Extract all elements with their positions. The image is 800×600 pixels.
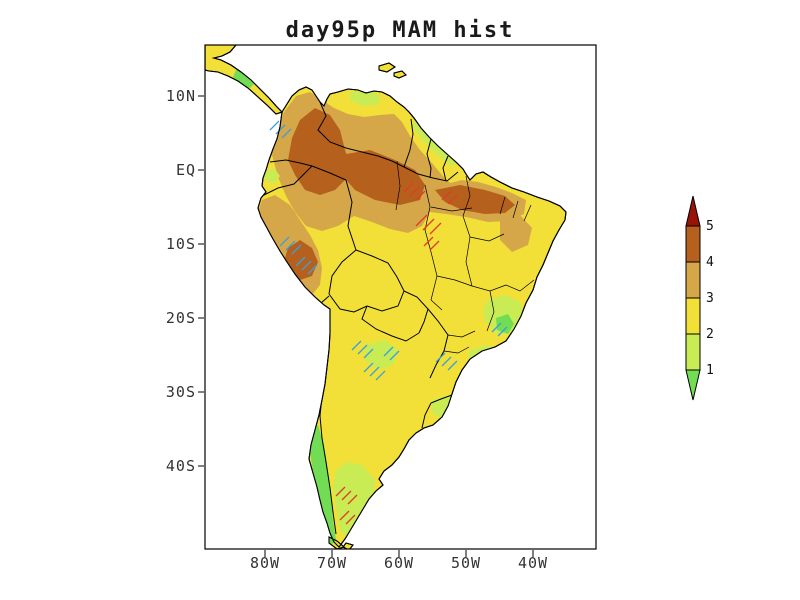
state-border-line — [443, 346, 470, 354]
x-axis-label-50W: 50W — [451, 554, 481, 572]
hatch-marks — [269, 120, 292, 139]
hatch-marks — [335, 486, 358, 505]
hatch-marks — [279, 236, 302, 255]
hatch-marks — [423, 236, 440, 251]
x-axis-label-70W: 70W — [317, 554, 347, 572]
colorbar-cap-below-1 — [685, 369, 701, 401]
axis-tick-marks — [198, 95, 534, 557]
contour-fills — [233, 70, 532, 546]
hatch-marks — [295, 256, 318, 275]
hatch-marks — [383, 346, 400, 361]
y-axis-label-10N: 10N — [166, 87, 196, 105]
map-area — [205, 45, 567, 549]
y-axis-label-10S: 10S — [166, 235, 196, 253]
plot-title: day95p MAM hist — [286, 18, 515, 43]
hatch-red-group — [335, 182, 458, 525]
state-border-line — [469, 233, 505, 242]
border-line — [320, 295, 330, 304]
hatch-marks — [351, 340, 374, 359]
state-borders — [395, 160, 535, 354]
fill-green-se-brazil — [483, 295, 525, 335]
border-line — [317, 101, 405, 168]
border-line — [442, 155, 449, 182]
state-border-line — [395, 160, 401, 211]
state-border-line — [486, 290, 495, 332]
fill-darkgreen-chile-strip — [308, 425, 336, 546]
state-border-line — [465, 236, 473, 287]
border-line — [328, 293, 368, 313]
colorbar-label-3: 3 — [706, 291, 714, 306]
x-axis-label-40W: 40W — [518, 554, 548, 572]
y-axis-label-30S: 30S — [166, 383, 196, 401]
colorbar-segment-3-4 — [685, 261, 701, 299]
fill-darkgreen-central-america — [233, 70, 256, 88]
border-line — [403, 166, 459, 182]
colorbar-segment-4-5 — [685, 225, 701, 263]
hatch-marks — [491, 322, 508, 337]
border-line — [328, 249, 357, 295]
colorbar-label-1: 1 — [706, 363, 714, 378]
fill-brown-colombia-amazon — [288, 108, 350, 195]
state-border-line — [430, 206, 473, 212]
colorbar-label-5: 5 — [706, 219, 714, 234]
fill-brown-ne-band — [435, 185, 515, 214]
map-frame — [204, 44, 597, 550]
hatch-marks — [403, 182, 426, 201]
fill-green-ecuador — [264, 168, 280, 184]
border-line — [403, 118, 414, 168]
fill-darkgreen-se-brazil — [496, 314, 514, 334]
fill-tan-ne-brazil — [500, 215, 532, 252]
fill-brown-amazon-band — [340, 150, 425, 205]
border-line — [355, 249, 405, 292]
colorbar-segment-2-3 — [685, 297, 701, 335]
border-line — [427, 308, 449, 379]
state-border-line — [424, 184, 432, 253]
state-border-line — [499, 196, 532, 222]
hatch-marks — [339, 510, 356, 525]
border-line — [421, 402, 432, 429]
fill-green-venezuela-coast — [350, 90, 380, 106]
x-axis-label-60W: 60W — [384, 554, 414, 572]
state-border-line — [462, 175, 471, 238]
state-border-line — [430, 299, 443, 311]
hatch-marks — [441, 190, 458, 205]
border-line — [366, 290, 405, 312]
hatch-marks — [435, 352, 458, 371]
border-line — [345, 179, 357, 251]
border-line — [426, 138, 432, 179]
hatch-blue-group — [269, 120, 508, 381]
fill-green-patagonia — [333, 462, 375, 540]
state-border-line — [505, 279, 535, 292]
border-line — [430, 394, 453, 404]
hatch-marks — [363, 362, 386, 381]
colorbar-label-4: 4 — [706, 255, 714, 270]
state-border-line — [436, 275, 473, 287]
colorbar-segment-1-2 — [685, 333, 701, 371]
border-line — [311, 165, 347, 181]
colorbar-label-2: 2 — [706, 327, 714, 342]
y-axis-label-40S: 40S — [166, 457, 196, 475]
x-axis-label-80W: 80W — [250, 554, 280, 572]
y-axis-label-20S: 20S — [166, 309, 196, 327]
border-line — [361, 305, 420, 342]
border-line — [261, 165, 313, 197]
colorbar-cap-above-5 — [685, 195, 701, 227]
state-border-line — [447, 330, 476, 338]
hatch-marks — [415, 214, 442, 235]
colorbar: 5 4 3 2 1 — [685, 195, 714, 401]
fill-green-paraguay — [365, 340, 398, 370]
border-line — [269, 159, 313, 167]
y-axis-label-EQ: EQ — [176, 161, 196, 179]
